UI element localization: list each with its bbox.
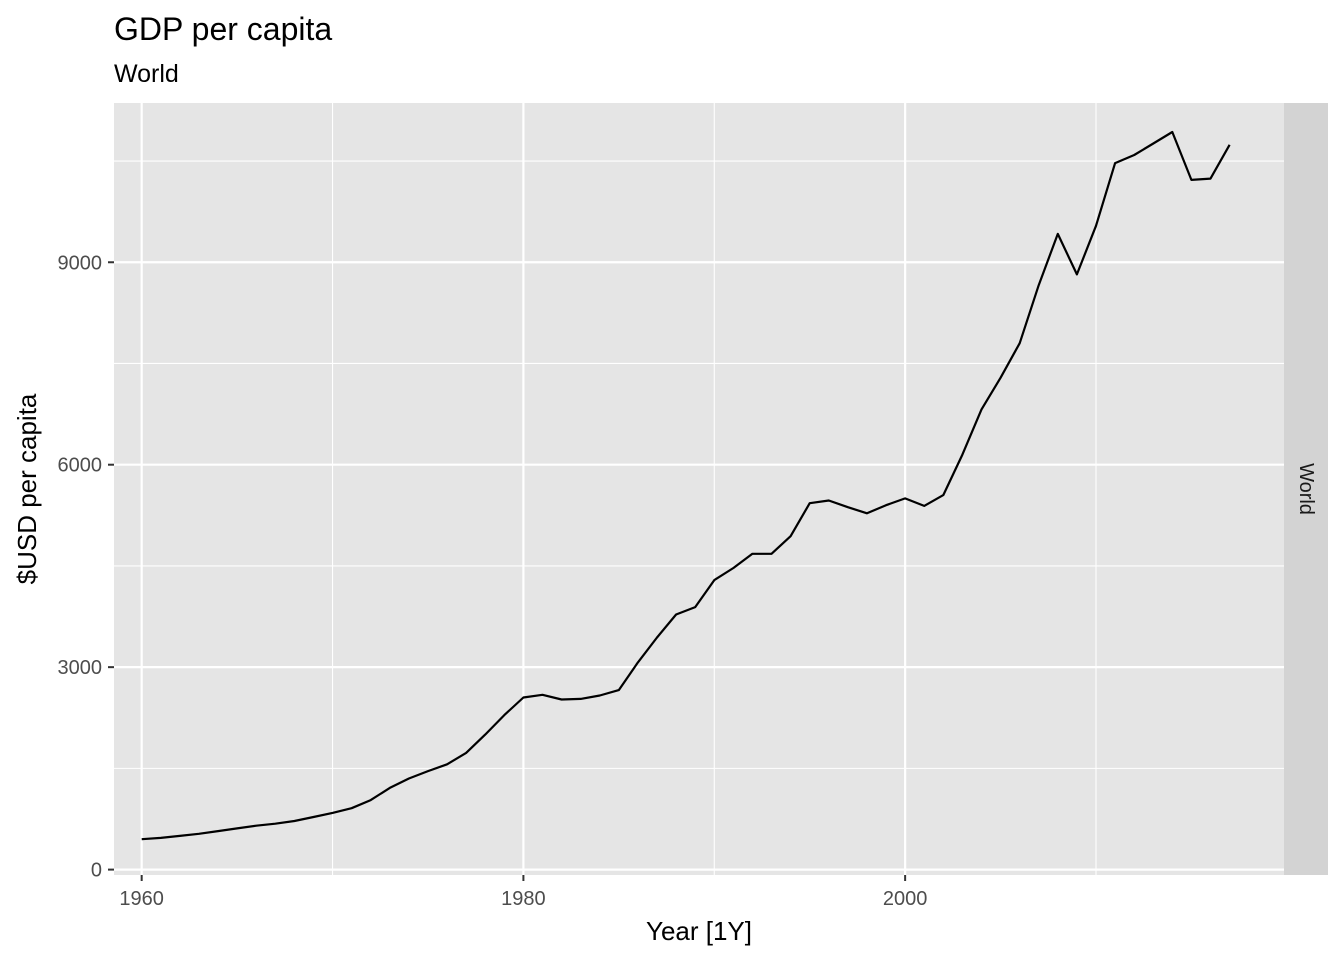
plot-panel [114, 103, 1284, 875]
y-tick-label: 3000 [58, 657, 103, 679]
facet-strip-label: World [1295, 463, 1317, 515]
y-axis: 0 3000 6000 9000 [58, 252, 114, 882]
facet-strip [1284, 103, 1328, 875]
y-tick-label: 6000 [58, 455, 103, 477]
y-axis-title: $USD per capita [12, 393, 42, 584]
chart-subtitle: World [114, 60, 179, 88]
y-tick-label: 0 [91, 860, 102, 882]
x-axis-title: Year [1Y] [646, 916, 752, 946]
minor-gridlines [114, 103, 1284, 875]
y-tick-label: 9000 [58, 252, 103, 274]
x-tick-label: 1960 [119, 888, 164, 910]
chart-title: GDP per capita [114, 11, 332, 47]
x-axis: 1960 1980 2000 [119, 875, 927, 910]
gdp-per-capita-line [141, 130, 1231, 841]
x-tick-label: 1980 [501, 888, 546, 910]
x-tick-label: 2000 [883, 888, 928, 910]
major-gridlines [114, 103, 1284, 875]
